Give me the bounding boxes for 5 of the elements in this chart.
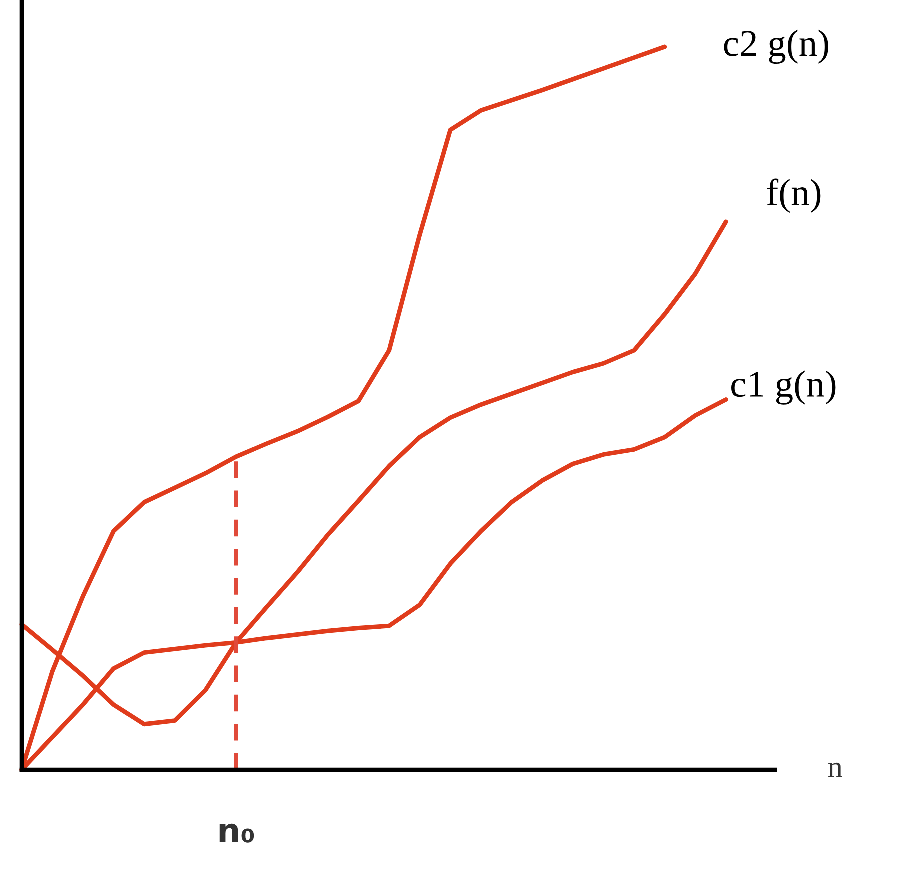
series-label: c2 g(n) <box>724 30 828 64</box>
series-label: f(n) <box>767 178 821 214</box>
text: n₀ <box>220 824 254 843</box>
x-axis-title: n <box>828 762 842 778</box>
series-label: c1 g(n) <box>732 370 836 405</box>
